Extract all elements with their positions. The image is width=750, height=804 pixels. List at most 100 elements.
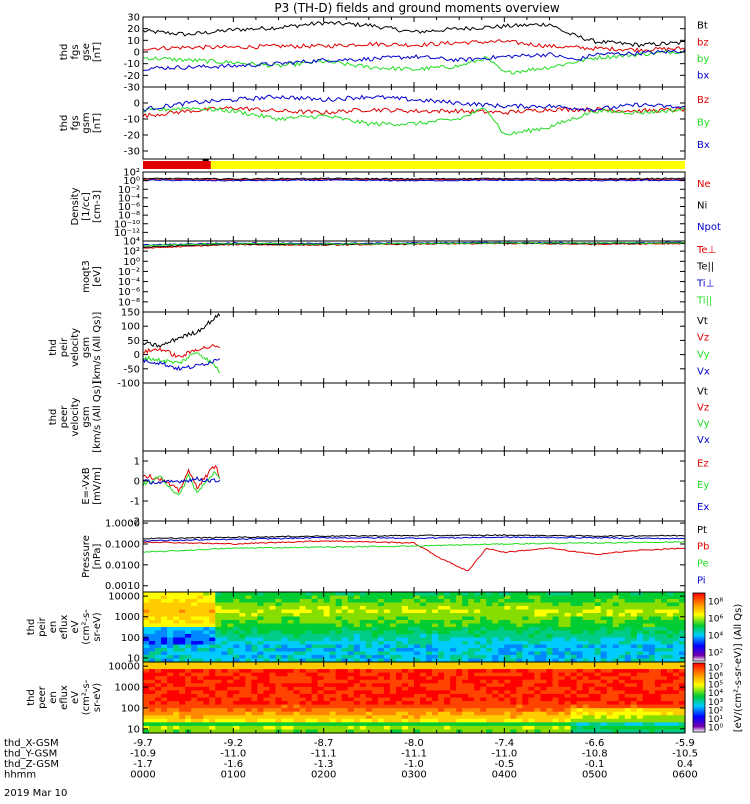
legend-entry: bz [697,37,709,48]
y-tick-label: 10⁻⁴ [118,277,140,288]
legend-entry: Ti|| [696,296,712,307]
y-axis-label: thd [48,339,59,356]
y-tick-label: 100 [121,322,140,333]
y-axis-label: sr-eV) [92,612,103,641]
y-axis-label: [eV] [92,266,103,287]
y-axis-label: Density [70,187,81,225]
date-label: 2019 Mar 10 [4,788,67,799]
colorbar-tick-label: 10⁸ [708,598,723,608]
series-line-By [142,106,686,136]
y-axis-label: [nT] [92,113,103,133]
series-line-Ni [142,177,686,180]
y-axis-label: fgs [70,115,81,130]
y-tick-label: 0 [134,350,140,361]
ephemeris-value: 0500 [582,770,607,781]
colorbar-tick-label: 10⁴ [708,689,723,699]
y-axis-label: Pressure [81,535,92,578]
ephemeris-row-label: thd_Z-GSM [4,759,59,770]
y-tick-label: 30 [127,13,140,24]
panel-e_field: Ez Ey Ex 1 0 -1 -2 E=-VxB [mV/m] [81,450,709,528]
y-axis-label: eV [70,620,81,633]
y-tick-label: 10⁻² [118,185,140,196]
ephemeris-value: -11.1 [311,749,337,760]
colorbar-tick-label: 10² [708,706,723,716]
y-axis-label: [nPa] [92,543,103,569]
colorbar-tick-label: 10⁴ [708,632,723,642]
y-tick-label: 10⁻¹⁰ [114,219,140,230]
legend-entry: Ne [697,179,711,190]
legend-entry: Ex [697,502,709,513]
y-axis-label: gse [81,43,92,61]
y-tick-label: -30 [124,83,140,94]
ephemeris-value: -11.0 [491,749,517,760]
colorbar-peir_en_eflux [692,592,706,662]
mode-bar [143,159,685,169]
y-tick-label: 0.0010 [105,581,140,592]
y-tick-label: 10⁰ [123,257,140,268]
y-tick-label: 0.1000 [105,539,140,550]
y-axis-label: thd [59,44,70,61]
ephemeris-value: -6.6 [585,738,605,749]
ephemeris-value: -1.0 [404,759,424,770]
y-tick-label: 100 [121,703,140,714]
series-line-Pb [143,540,686,572]
legend-entry: by [697,54,709,65]
series-line-Ey [142,470,221,496]
plot-frame [142,240,686,313]
colorbar-label: [eV/(cm²-s-sr-eV)] (All Qs) [733,604,744,733]
y-axis-label: peir [37,616,48,636]
ephemeris-value: -1.6 [224,759,244,770]
ephemeris-row-label: hhmm [4,770,36,781]
y-axis-label: en [48,621,59,634]
legend-entry: Vx [697,435,710,446]
y-axis-label: thd [26,689,37,706]
y-tick-label: 1 [134,457,140,468]
y-tick-label: 10 [127,724,140,735]
y-axis-label: [cm-3] [92,190,103,223]
y-tick-label: -20 [124,131,140,142]
series-line-by [142,49,686,75]
plot-frame [142,311,686,384]
y-tick-label: 100 [121,633,140,644]
legend-entry: Vz [697,403,709,414]
y-tick-label: -10 [124,59,140,70]
ephemeris-value: -1.3 [314,759,334,770]
series-line-Bx [142,94,686,113]
y-tick-label: 10 [127,653,140,664]
panel-peir_velocity: Vt Vz Vy Vx 150 100 50 0 -50 -100 thd peir velocity g… [48,308,710,390]
colorbar-tick-label: 10⁷ [708,663,723,673]
legend-entry: Bx [697,140,710,151]
legend-entry: Te|| [696,262,714,273]
y-axis-label: [1/cc] [81,192,92,221]
legend-entry: Bz [697,95,709,106]
y-tick-label: 10⁻⁴ [118,193,140,204]
plot-frame [142,450,686,522]
y-axis-label: (cm²-s- [81,679,92,715]
ephemeris-value: -11.1 [401,749,427,760]
y-tick-label: -30 [124,147,140,158]
colorbar-peer_en_eflux [692,662,706,733]
y-axis-label: thd [59,115,70,132]
ephemeris-value: -0.1 [585,759,605,770]
series-line-Vz [142,344,220,358]
series-line-bx [142,49,686,71]
y-axis-label: gsm [81,406,92,427]
ephemeris-value: 0.4 [677,759,693,770]
y-tick-label: 10⁴ [123,237,140,248]
y-axis-label: thd [48,409,59,426]
panel-peer_velocity: Vt Vz Vy Vx thd peer velocity gsm [km/s (All Qs)… [48,381,710,453]
legend-entry: Pe [697,559,709,570]
legend-entry: Pt [697,525,707,536]
y-tick-label: 10⁻⁶ [118,202,140,213]
y-axis-label: [km/s (All Qs)] [92,381,103,453]
panel-peir_en_eflux: 10⁸ 10⁶ 10⁴ 10² 10000 1000 100 10 thd peir en eflux… [26,591,723,664]
plot-frame [142,171,686,242]
series-line-Vx [142,358,221,372]
ephemeris-value: -10.9 [130,749,156,760]
legend-entry: By [697,117,710,128]
y-axis-label: E=-VxB [81,467,92,504]
series-line-Ez [142,464,221,494]
